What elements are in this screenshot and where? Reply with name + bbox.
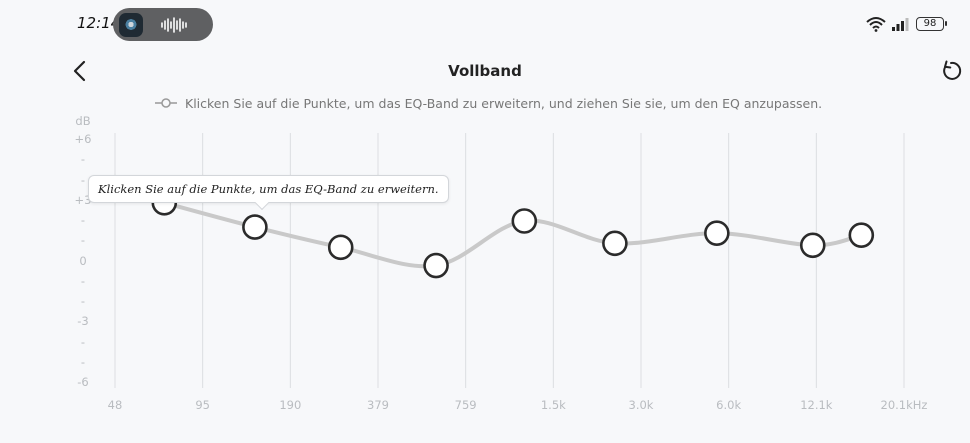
eq-hint-text: Klicken Sie auf die Punkte, um das EQ-Ba… [185, 95, 823, 111]
x-tick-label: 12.1k [800, 398, 833, 412]
reset-icon[interactable] [940, 60, 962, 82]
signal-icon [892, 18, 909, 31]
eq-hint: Klicken Sie auf die Punkte, um das EQ-Ba… [155, 94, 822, 112]
x-tick-label: 1.5k [540, 398, 566, 412]
y-tick-label: - [80, 213, 86, 227]
y-tick-label: - [80, 233, 86, 248]
eq-point-legend-icon [155, 98, 177, 108]
y-tick-label: - [80, 172, 86, 187]
system-icons: 98 [866, 15, 947, 33]
y-tick-label: -3 [77, 314, 89, 329]
y-tick-label: - [80, 354, 86, 369]
x-tick-label: 20.1kHz [880, 398, 928, 412]
eq-point[interactable] [848, 222, 875, 248]
eq-point[interactable] [327, 234, 354, 261]
x-tick-label: 379 [367, 398, 389, 412]
eq-point[interactable] [511, 208, 538, 234]
x-tick-label: 6.0k [716, 398, 742, 412]
eq-point[interactable] [602, 230, 628, 257]
wifi-icon [866, 17, 886, 32]
y-tick-label: 0 [79, 253, 87, 268]
eq-point[interactable] [799, 232, 826, 259]
status-time: 12:14 [77, 14, 121, 32]
app-thumbnail-icon [119, 13, 143, 37]
eq-tooltip: Klicken Sie auf die Punkte, um das EQ-Ba… [88, 175, 449, 203]
back-arrow-icon[interactable] [70, 59, 90, 83]
x-tick-label: 190 [279, 398, 302, 412]
x-tick-label: 3.0k [628, 398, 654, 412]
eq-curve [162, 200, 864, 269]
y-tick-label: - [80, 273, 86, 288]
y-tick-label: +6 [74, 132, 92, 146]
eq-point[interactable] [423, 252, 449, 279]
eq-point[interactable] [242, 214, 268, 240]
audio-wave-icon [161, 17, 187, 33]
battery-icon: 98 [916, 17, 947, 31]
x-tick-label: 48 [107, 398, 123, 412]
y-tick-label: - [80, 152, 86, 167]
y-axis-unit: dB [75, 114, 91, 128]
media-activity-pill[interactable] [113, 8, 213, 41]
y-tick-label: - [80, 294, 86, 308]
eq-point[interactable] [704, 220, 730, 246]
y-tick-label: -6 [77, 375, 89, 389]
page-title: Vollband [448, 62, 522, 80]
x-tick-label: 95 [195, 398, 210, 412]
x-tick-label: 759 [454, 398, 477, 412]
y-tick-label: - [80, 334, 86, 349]
